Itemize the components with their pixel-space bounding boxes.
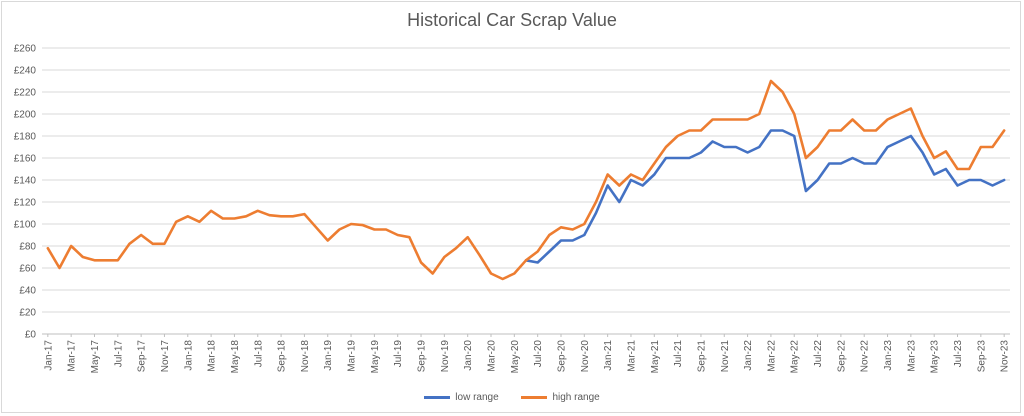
y-tick-label: £60 [19, 264, 36, 275]
series-line-high-range [46, 79, 1006, 281]
x-tick-label: May-21 [650, 340, 661, 374]
x-tick-label: Jan-18 [183, 340, 194, 371]
y-tick-label: £140 [14, 176, 37, 187]
x-tick-label: Nov-17 [160, 340, 171, 373]
x-tick-label: Jul-20 [533, 340, 544, 368]
legend-label-high-range: high range [552, 392, 600, 403]
y-tick-label: £180 [14, 132, 37, 143]
x-tick-label: Jan-23 [883, 340, 894, 371]
x-tick-label: Sep-19 [417, 340, 428, 373]
y-tick-label: £220 [14, 88, 37, 99]
x-tick-label: Jul-17 [113, 340, 124, 368]
x-tick-label: Jul-19 [393, 340, 404, 368]
y-tick-label: £200 [14, 110, 37, 121]
x-tick-label: May-23 [930, 340, 941, 374]
x-tick-label: Jul-21 [673, 340, 684, 368]
y-tick-label: £40 [19, 286, 36, 297]
y-tick-label: £0 [25, 330, 37, 341]
legend-item-low-range: low range [424, 392, 499, 403]
legend-swatch-high-range [521, 396, 548, 399]
gridlines [42, 47, 1010, 335]
x-tick-label: Sep-18 [277, 340, 288, 373]
x-tick-label: Nov-18 [300, 340, 311, 373]
y-tick-label: £120 [14, 198, 37, 209]
y-axis: £0 £20 £40 £60 £80 £100 £120 £140 £160 £180 £200 £2… [14, 44, 37, 341]
legend-label-low-range: low range [455, 392, 499, 403]
y-tick-label: £80 [19, 242, 36, 253]
x-tick-label: Mar-21 [626, 340, 637, 372]
x-tick-label: Nov-21 [720, 340, 731, 373]
x-tick-label: Sep-21 [696, 340, 707, 373]
x-tick-label: Mar-23 [906, 340, 917, 372]
x-tick-label: Sep-17 [137, 340, 148, 373]
chart-title: Historical Car Scrap Value [407, 10, 617, 30]
x-tick-label: May-22 [790, 340, 801, 374]
x-tick-label: Nov-20 [580, 340, 591, 373]
x-tick-label: Nov-19 [440, 340, 451, 373]
x-tick-label: Jan-17 [43, 340, 54, 371]
x-tick-label: Jan-22 [743, 340, 754, 371]
x-tick-label: Mar-17 [67, 340, 78, 372]
x-tick-label: Nov-22 [860, 340, 871, 373]
x-tick-label: Jan-21 [603, 340, 614, 371]
legend: low range high range [0, 391, 1024, 403]
x-tick-label: May-17 [90, 340, 101, 374]
series-line-low-range [524, 129, 1006, 264]
y-tick-label: £20 [19, 308, 36, 319]
x-tick-label: Sep-23 [976, 340, 987, 373]
x-tick-label: Jan-19 [323, 340, 334, 371]
legend-swatch-low-range [424, 396, 451, 399]
x-tick-label: Jul-22 [813, 340, 824, 368]
x-tick-label: Sep-20 [556, 340, 567, 373]
y-tick-label: £160 [14, 154, 37, 165]
y-tick-label: £100 [14, 220, 37, 231]
x-tick-label: Jul-18 [253, 340, 264, 368]
series-lines [46, 79, 1006, 281]
legend-item-high-range: high range [521, 392, 600, 403]
y-tick-label: £240 [14, 66, 37, 77]
x-axis: Jan-17 Mar-17 May-17 Jul-17 Sep-17 Nov-17 Jan-… [43, 334, 1011, 374]
x-tick-label: Nov-23 [1000, 340, 1011, 373]
x-tick-label: Jul-23 [953, 340, 964, 368]
x-tick-label: Mar-18 [207, 340, 218, 372]
x-tick-label: May-19 [370, 340, 381, 374]
x-tick-label: Jan-20 [463, 340, 474, 371]
x-tick-label: Mar-20 [487, 340, 498, 372]
y-tick-label: £260 [14, 44, 37, 55]
x-tick-label: Sep-22 [836, 340, 847, 373]
x-tick-label: May-20 [510, 340, 521, 374]
x-tick-label: Mar-22 [766, 340, 777, 372]
x-tick-label: Mar-19 [347, 340, 358, 372]
x-tick-label: May-18 [230, 340, 241, 374]
